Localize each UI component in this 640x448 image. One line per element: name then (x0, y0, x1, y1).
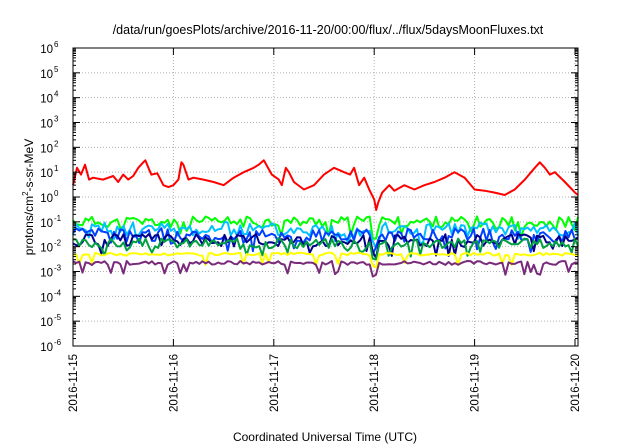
grid-lines (73, 48, 578, 346)
chart-title: /data/run/goesPlots/archive/2016-11-20/0… (113, 23, 544, 37)
y-tick-label: 10 (40, 143, 53, 155)
y-tick-exponent: 3 (54, 115, 59, 124)
y-tick-label: 10 (40, 69, 53, 81)
y-tick-exponent: -6 (54, 338, 62, 347)
y-tick-exponent: 1 (54, 164, 59, 173)
y-tick-label: 10 (40, 94, 53, 106)
y-tick-label: 10 (40, 44, 53, 56)
y-tick-label: 10 (40, 292, 53, 304)
x-tick-label: 2016-11-16 (168, 354, 180, 412)
y-tick-exponent: 4 (54, 90, 59, 99)
y-axis-label: protons/cm2-s-sr-MeV (21, 139, 36, 255)
y-tick-exponent: -1 (54, 214, 62, 223)
y-tick-label: 10 (40, 342, 53, 354)
y-axis: 10 -610 -510 -410 -310 -210 -110 010 110 210 310 41… (40, 40, 578, 354)
y-tick-label: 10 (40, 218, 53, 230)
data-series (72, 159, 579, 278)
y-tick-exponent: 5 (54, 65, 59, 74)
y-tick-exponent: 0 (54, 189, 59, 198)
x-axis: 2016-11-15 2016-11-16 2016-11-17 2016-11-18… (68, 48, 582, 412)
y-tick-exponent: -5 (54, 313, 62, 322)
x-tick-label: 2016-11-17 (269, 354, 281, 412)
series-line-8 (72, 260, 579, 278)
series-line-2 (72, 215, 579, 240)
y-tick-exponent: 2 (54, 139, 59, 148)
y-tick-label: 10 (40, 243, 53, 255)
y-tick-exponent: -3 (54, 264, 62, 273)
series-line-7 (72, 251, 579, 269)
y-tick-exponent: -2 (54, 239, 62, 248)
y-tick-label: 10 (40, 317, 53, 329)
series-line-1 (72, 159, 579, 211)
y-tick-exponent: 6 (54, 40, 59, 49)
series-line-6 (72, 237, 579, 261)
x-tick-label: 2016-11-19 (470, 354, 482, 412)
y-tick-label: 10 (40, 119, 53, 131)
series-line-5 (72, 233, 579, 259)
x-tick-label: 2016-11-18 (369, 354, 381, 412)
y-tick-label: 10 (40, 193, 53, 205)
x-tick-label: 2016-11-20 (570, 354, 582, 412)
y-tick-exponent: -4 (54, 288, 62, 297)
y-tick-label: 10 (40, 168, 53, 180)
y-tick-label: 10 (40, 268, 53, 280)
x-axis-label: Coordinated Universal Time (UTC) (233, 430, 417, 444)
x-tick-label: 2016-11-15 (68, 354, 80, 412)
